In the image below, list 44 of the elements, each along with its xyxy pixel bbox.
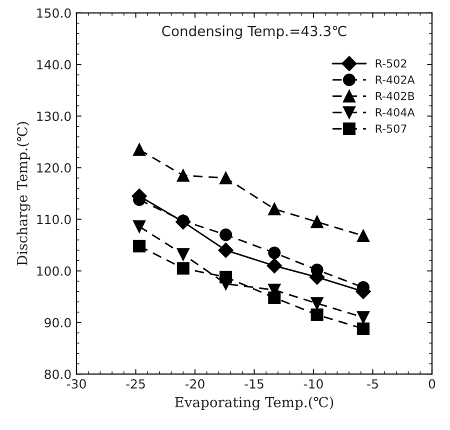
y-tick-label: 80.0 — [44, 370, 71, 380]
x-axis-title: Evaporating Temp.(℃) — [175, 396, 334, 410]
y-tick-label: 140.0 — [37, 60, 71, 70]
point — [220, 270, 232, 284]
point — [220, 228, 232, 242]
legend-label: R-507 — [376, 124, 406, 133]
y-tick-label: 110.0 — [37, 214, 71, 224]
y-tick-label: 120.0 — [37, 163, 71, 173]
point — [357, 311, 370, 324]
x-tick-label: -25 — [126, 379, 145, 389]
point — [133, 143, 146, 156]
y-tick-label: 130.0 — [37, 112, 71, 122]
legend-label: R-402A — [376, 76, 415, 84]
point — [133, 240, 146, 252]
point — [176, 169, 190, 182]
legend-label: R-502 — [376, 59, 406, 68]
x-tick-label: 0 — [428, 379, 436, 389]
point — [133, 220, 146, 233]
point — [176, 248, 190, 261]
y-tick-label: 100.0 — [37, 266, 71, 276]
annotation: Condensing Temp.=43.3℃ — [162, 26, 346, 39]
x-tick-label: -10 — [304, 379, 323, 389]
x-tick-label: -15 — [244, 379, 264, 389]
point — [220, 172, 232, 184]
y-tick-label: 90.0 — [44, 318, 71, 328]
y-tick-label: 150.0 — [37, 8, 71, 18]
point — [176, 214, 190, 228]
x-tick-label: -30 — [66, 379, 86, 389]
point — [310, 297, 324, 310]
point — [310, 308, 324, 322]
y-axis-title: Discharge Temp.(℃) — [16, 122, 30, 266]
x-tick-label: -5 — [367, 379, 378, 389]
point — [310, 216, 324, 228]
x-tick-label: -20 — [185, 379, 204, 389]
point — [218, 242, 234, 258]
point — [176, 262, 190, 275]
point — [268, 246, 281, 260]
point — [357, 230, 370, 242]
point — [268, 202, 281, 216]
point — [357, 322, 370, 335]
legend-label: R-404A — [376, 108, 415, 117]
point — [268, 291, 281, 304]
legend-label: R-402B — [376, 92, 414, 100]
point — [266, 258, 282, 274]
